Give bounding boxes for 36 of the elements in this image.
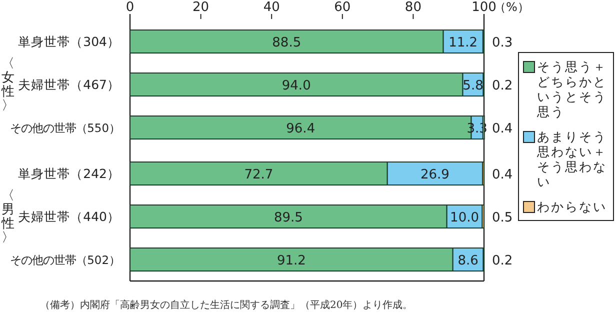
data-label: 0.4 — [492, 122, 513, 136]
x-tick-label: 60 — [334, 0, 351, 15]
y-tick-label: 単身世帯（304） — [18, 34, 120, 49]
data-label: 0.2 — [492, 254, 513, 268]
data-label: 88.5 — [272, 36, 302, 50]
text: 〈男性〉 — [0, 188, 14, 246]
data-label: 91.2 — [276, 254, 306, 268]
data-label: 11.2 — [448, 36, 478, 50]
legend-label: そう思う＋どちらかというとそう思う — [537, 59, 607, 119]
data-label: 26.9 — [420, 168, 450, 182]
data-label: 10.0 — [450, 210, 480, 226]
y-tick-label: 単身世帯（242） — [18, 166, 120, 181]
data-label: 8.6 — [458, 254, 478, 268]
y-tick-label: 夫婦世帯（440） — [18, 209, 120, 224]
data-label: 0.3 — [492, 36, 513, 50]
x-tick-label: 0 — [126, 0, 134, 15]
y-tick-label: 夫婦世帯（467） — [18, 77, 120, 92]
data-label: 0.4 — [492, 168, 513, 182]
data-label: 72.7 — [244, 168, 274, 182]
x-tick-label: 80 — [404, 0, 422, 15]
legend-label: あまりそう思わない＋そう思わない — [537, 129, 607, 189]
y-tick-label: その他の世帯（502） — [10, 253, 120, 267]
text: （備考）内閣府「高齢男女の自立した生活に関する調査」（平成20年）より作成。 — [40, 298, 413, 312]
x-tick-label: 40 — [263, 0, 280, 15]
data-label: 5.8 — [462, 78, 484, 94]
x-tick-label: 100 — [472, 0, 496, 15]
data-label: 96.4 — [286, 122, 316, 136]
y-tick-label: その他の世帯（550） — [10, 121, 120, 135]
x-axis-title: （%） — [494, 0, 530, 14]
legend-label: わからない — [537, 199, 607, 214]
data-label: 0.2 — [492, 78, 513, 94]
x-tick-label: 20 — [192, 0, 210, 15]
data-label: 94.0 — [282, 78, 311, 94]
data-label: 0.5 — [492, 210, 513, 226]
data-label: 89.5 — [274, 210, 303, 226]
text: 〈女性〉 — [0, 56, 14, 114]
